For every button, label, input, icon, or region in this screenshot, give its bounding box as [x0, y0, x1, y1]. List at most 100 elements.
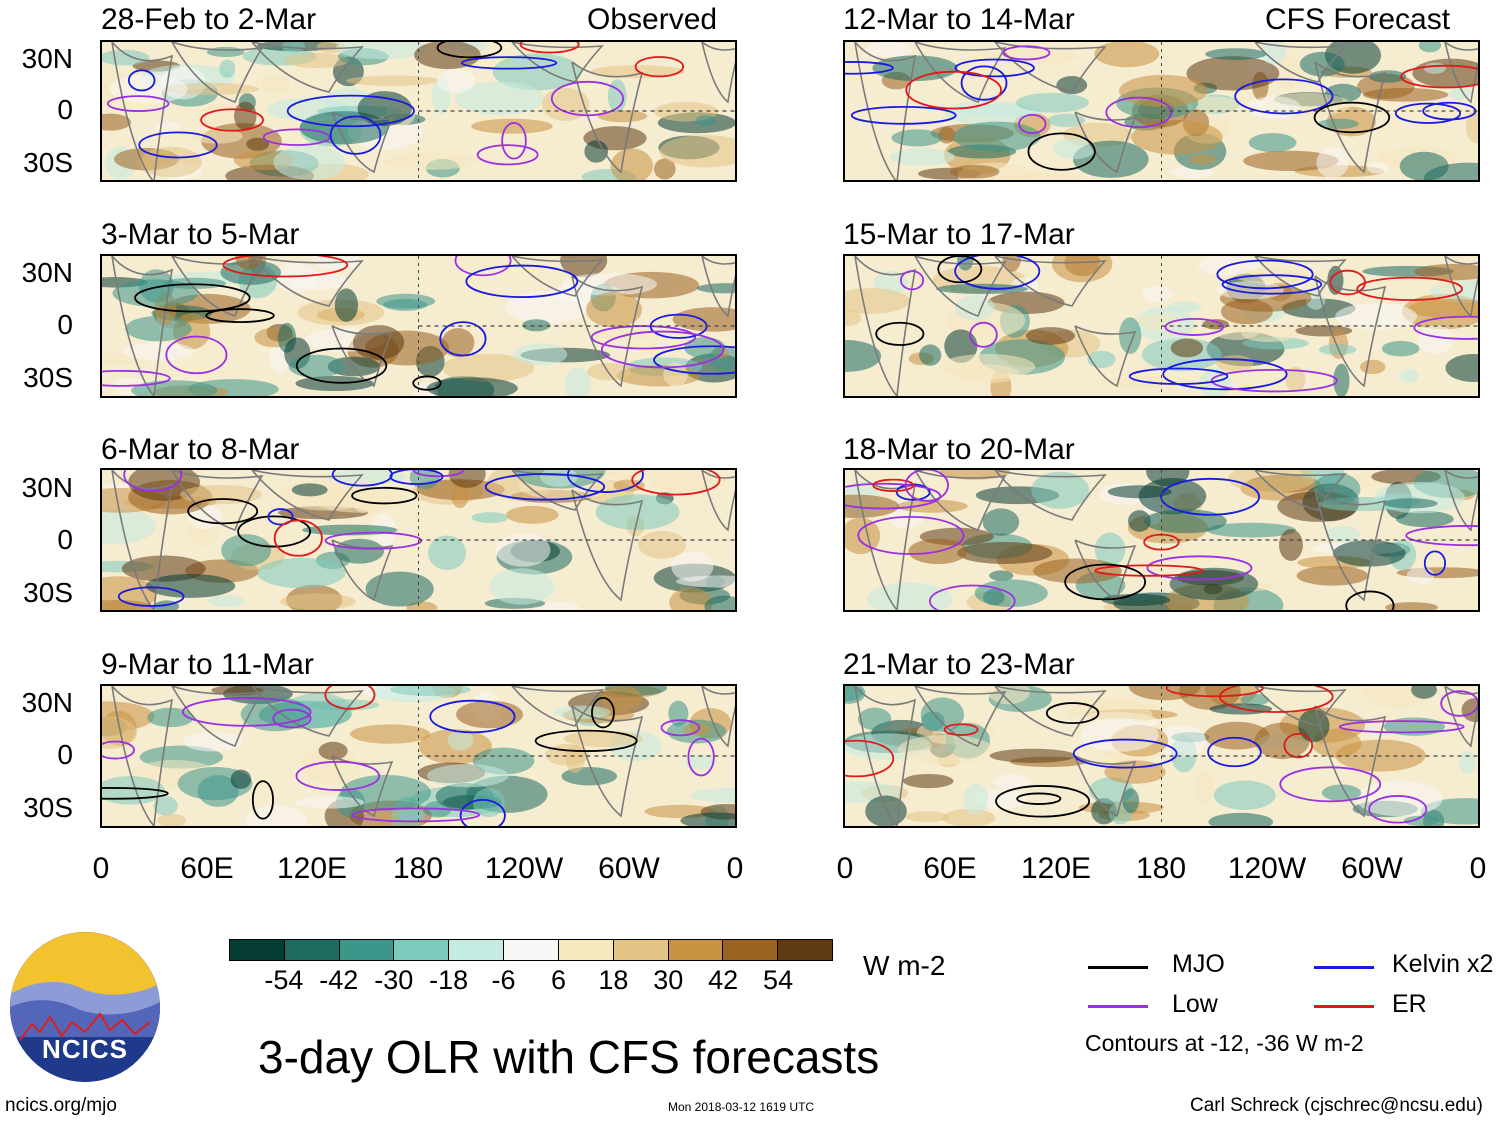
olr-anomaly [1318, 118, 1359, 129]
legend-label-mjo: MJO [1172, 950, 1225, 978]
colorbar-label: 6 [550, 965, 566, 995]
wave-contour [351, 486, 418, 505]
olr-anomaly [672, 307, 735, 332]
olr-anomaly [1363, 87, 1449, 102]
olr-anomaly [1094, 532, 1126, 567]
olr-anomaly [1080, 717, 1159, 752]
wave-contour [1216, 259, 1314, 290]
olr-anomaly [441, 353, 535, 383]
map-canvas [102, 686, 735, 826]
wave-contour [857, 515, 965, 555]
wave-contour [1164, 318, 1224, 336]
wave-contour [1162, 358, 1288, 391]
coastline [171, 42, 264, 104]
wave-contour [1313, 101, 1391, 134]
olr-anomaly [1208, 812, 1273, 826]
olr-anomaly [1414, 263, 1478, 281]
olr-anomaly [447, 729, 474, 751]
olr-anomaly [234, 101, 257, 131]
olr-anomaly [638, 530, 686, 559]
olr-anomaly [1466, 110, 1478, 144]
wave-contour [687, 737, 715, 777]
coastline [854, 686, 917, 826]
wave-contour [102, 787, 169, 800]
wave-contour [1423, 550, 1447, 576]
wave-contour [389, 470, 444, 485]
wave-contour [324, 686, 376, 710]
coastline [1314, 61, 1387, 174]
wave-contour [960, 65, 1008, 101]
olr-anomaly [1025, 327, 1075, 345]
olr-anomaly [613, 479, 645, 492]
olr-anomaly [1033, 558, 1122, 584]
colorbar-swatch [394, 940, 450, 960]
lat-label-eq: 0 [57, 739, 73, 770]
olr-anomaly [180, 484, 262, 505]
footer-url[interactable]: ncics.org/mjo [5, 1095, 117, 1116]
coastline [1314, 275, 1387, 388]
map-canvas [102, 256, 735, 396]
olr-anomaly [295, 796, 365, 809]
panel-title-fc-1: 12-Mar to 14-Mar [843, 3, 1075, 36]
olr-anomaly [1015, 92, 1089, 113]
wave-contour [845, 482, 942, 510]
wave-contour [1405, 525, 1478, 547]
olr-anomaly [246, 137, 270, 151]
olr-anomaly [427, 535, 467, 571]
olr-anomaly [1366, 162, 1389, 174]
lat-label-30n: 30N [21, 687, 73, 718]
olr-anomaly [963, 783, 989, 815]
colorbar-label: -42 [319, 965, 359, 995]
wave-contour [1368, 795, 1428, 824]
olr-anomaly [1243, 150, 1339, 172]
olr-anomaly [690, 787, 735, 803]
colorbar-swatch [284, 940, 340, 960]
olr-anomaly [1170, 338, 1204, 358]
olr-anomaly [221, 534, 272, 567]
olr-anomaly [334, 538, 385, 564]
olr-anomaly [495, 533, 551, 567]
olr-anomaly [564, 367, 591, 396]
wave-contour [1094, 564, 1204, 577]
olr-anomaly [982, 508, 1020, 536]
wave-contour [850, 105, 957, 125]
lon-label: 0 [726, 852, 744, 885]
wave-contour [566, 470, 644, 493]
olr-anomaly [669, 587, 713, 610]
legend-line-kelvin [1314, 966, 1374, 969]
coastline [111, 686, 174, 826]
lat-label-eq: 0 [57, 524, 73, 555]
lat-label-30n: 30N [21, 43, 73, 74]
olr-anomaly [1296, 565, 1369, 586]
coastline [511, 256, 604, 297]
olr-anomaly [102, 113, 132, 131]
olr-anomaly [140, 146, 202, 178]
olr-anomaly [1260, 42, 1287, 65]
olr-map-fc-4 [843, 684, 1480, 828]
olr-anomaly [206, 46, 245, 58]
wave-contour [102, 740, 135, 760]
olr-anomaly [891, 129, 943, 147]
panel-title-obs-1: 28-Feb to 2-Mar [101, 3, 317, 36]
olr-anomaly [489, 568, 555, 605]
wave-contour [413, 470, 464, 478]
olr-anomaly [349, 724, 431, 744]
olr-anomaly [668, 700, 689, 727]
olr-anomaly [1360, 359, 1386, 375]
olr-anomaly [1248, 133, 1297, 153]
colorbar-swatch [449, 940, 505, 960]
olr-anomaly [1335, 303, 1418, 330]
wave-contour [329, 115, 382, 155]
wave-contour [1394, 102, 1462, 124]
olr-anomaly [696, 283, 735, 294]
wave-contour [929, 584, 1016, 610]
lat-label-30s: 30S [23, 147, 73, 178]
olr-anomaly [471, 512, 509, 524]
olr-anomaly [1313, 472, 1361, 506]
panel-title-fc-4: 21-Mar to 23-Mar [843, 648, 1075, 681]
lat-label-30s: 30S [23, 577, 73, 608]
olr-anomaly [565, 744, 585, 773]
wave-contour [591, 697, 615, 729]
olr-anomaly [1047, 113, 1085, 128]
olr-anomaly [865, 42, 913, 58]
